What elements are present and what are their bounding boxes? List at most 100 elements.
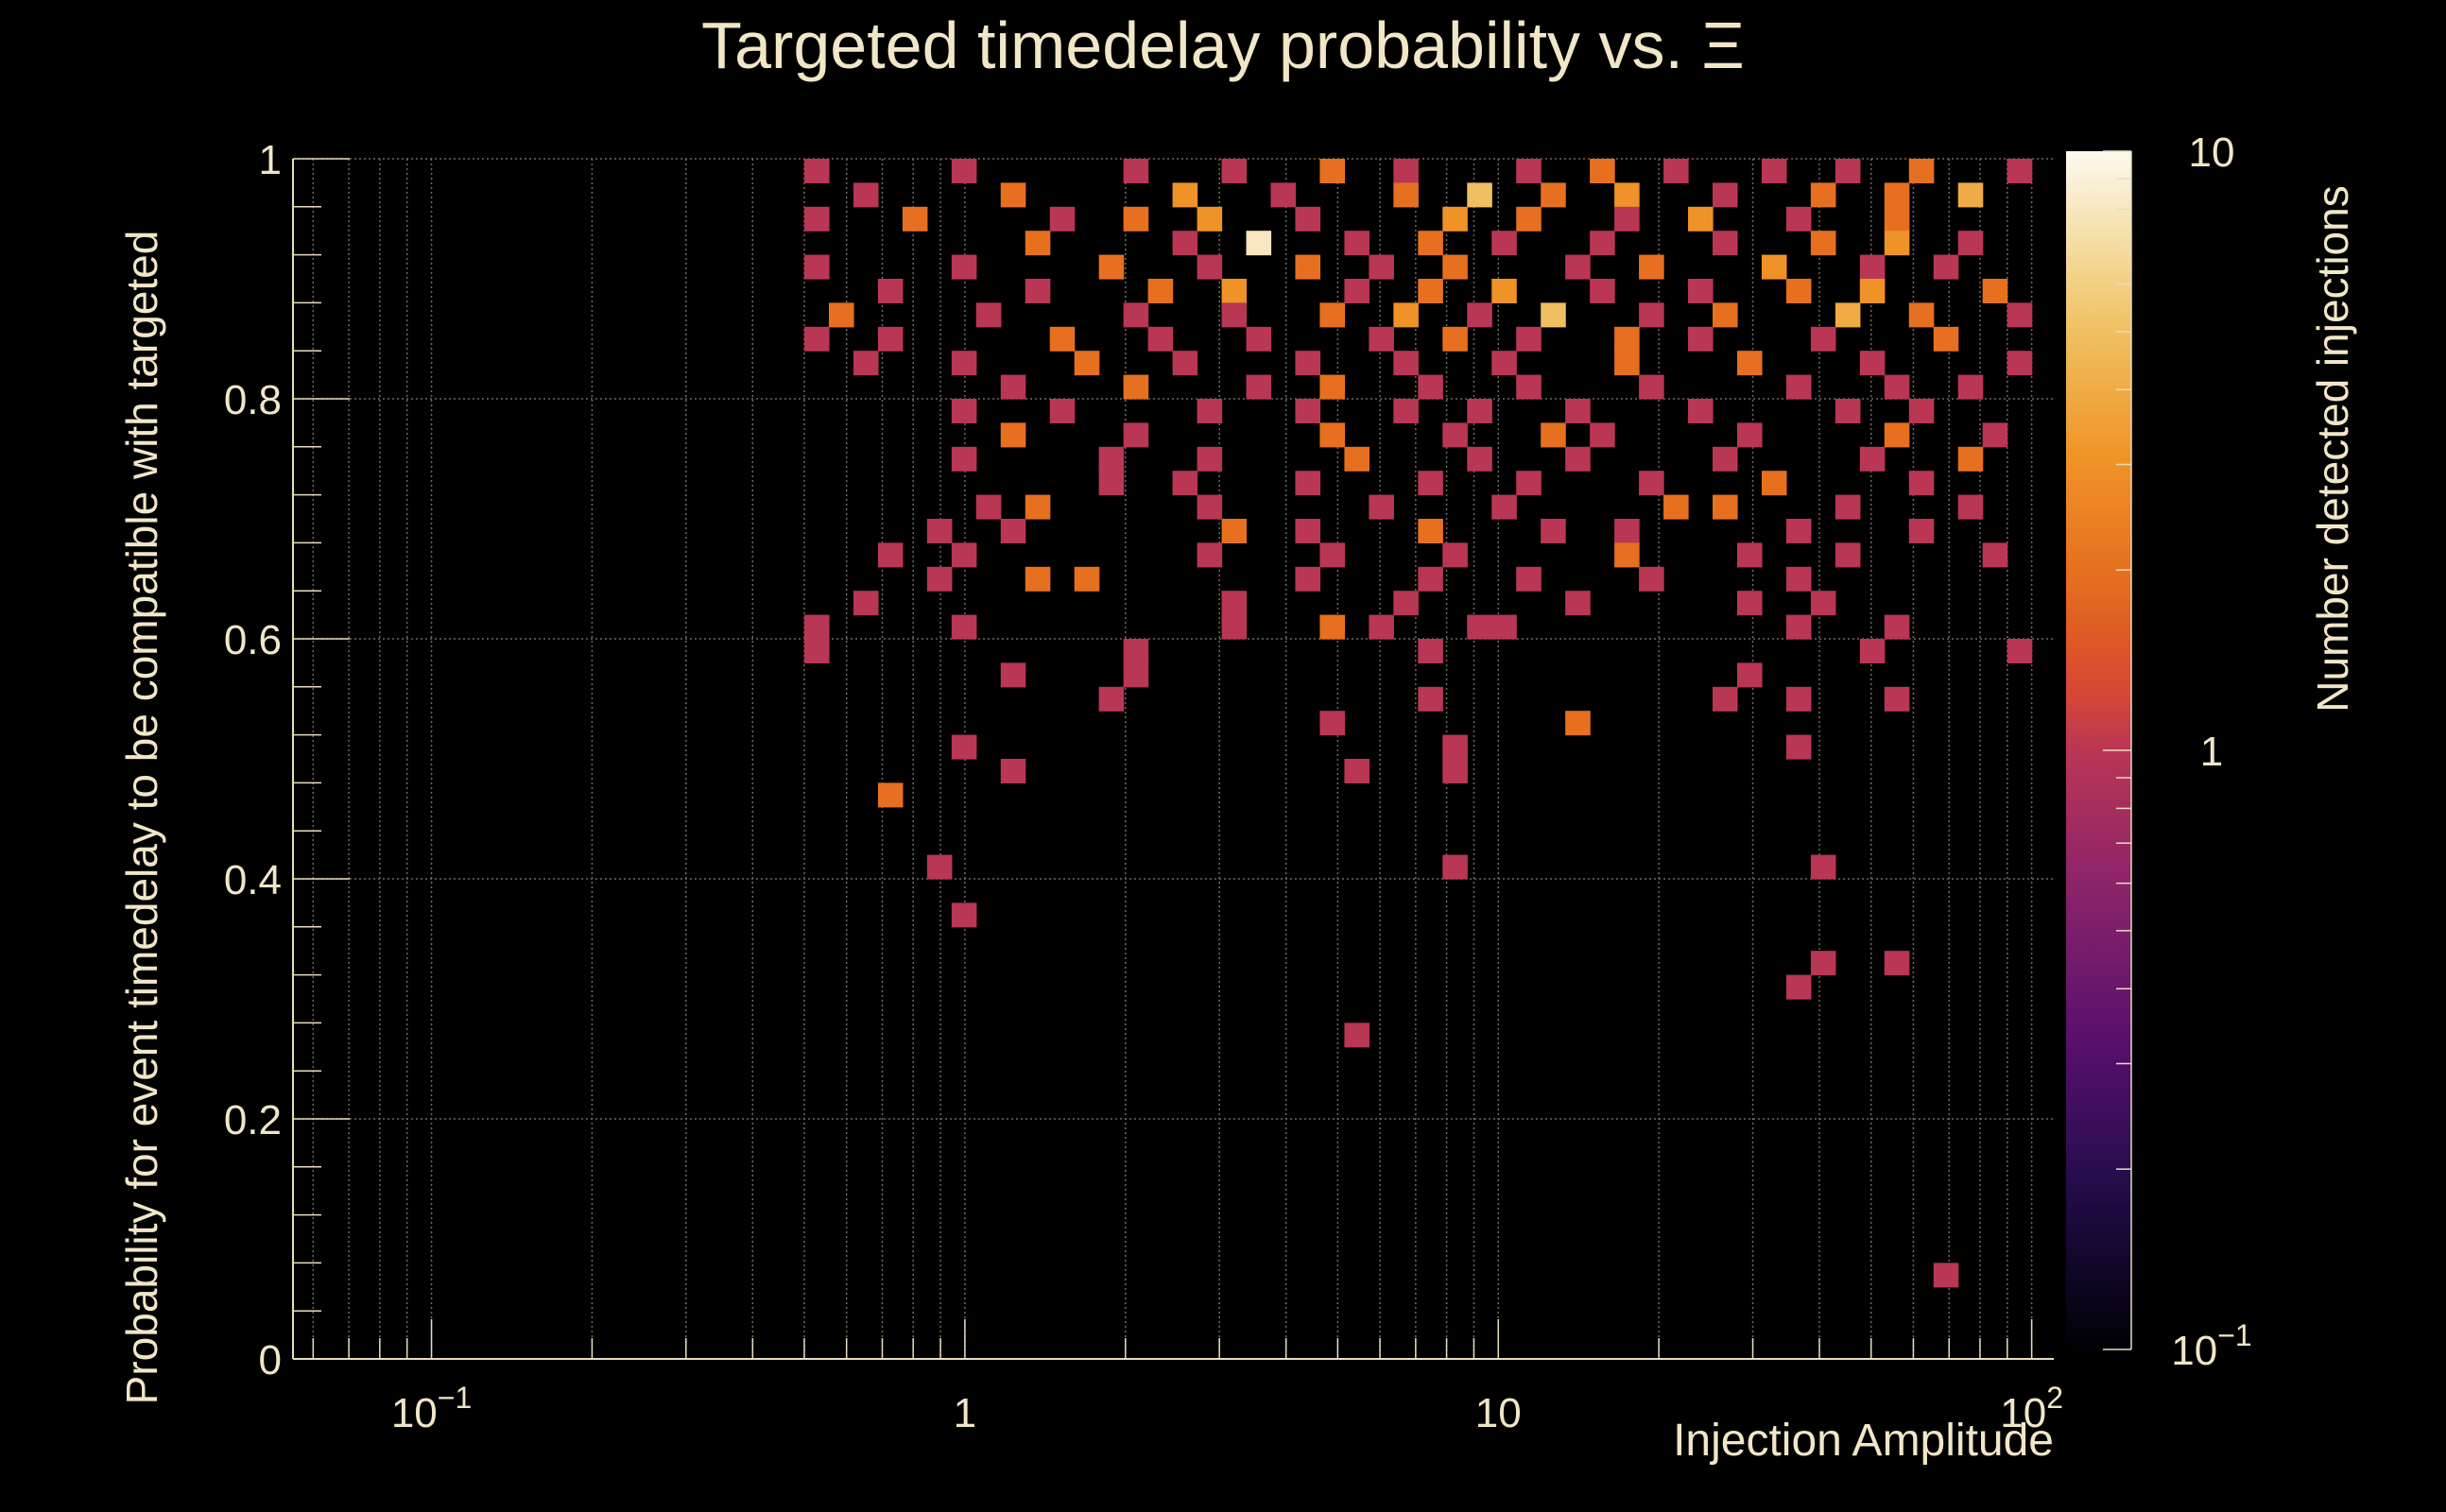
heatmap-cell — [828, 302, 854, 328]
heatmap-cell — [1541, 302, 1566, 328]
heatmap-cell — [1712, 231, 1738, 256]
heatmap-cell — [1442, 734, 1468, 760]
heatmap-cell — [1123, 662, 1149, 688]
heatmap-cell — [1393, 591, 1419, 616]
heatmap-cell — [1565, 399, 1591, 423]
heatmap-cell — [1221, 519, 1248, 543]
heatmap-cell — [1565, 711, 1591, 736]
heatmap-cell — [1000, 519, 1026, 543]
heatmap-cell — [951, 159, 977, 183]
heatmap-cell — [1147, 326, 1174, 352]
heatmap-cell — [1467, 399, 1492, 423]
heatmap-cell — [1123, 639, 1149, 663]
heatmap-cell — [1516, 326, 1542, 352]
heatmap-cell — [1785, 519, 1812, 543]
heatmap-cell — [1295, 351, 1321, 376]
heatmap-cell — [1393, 351, 1419, 376]
heatmap-cell — [1736, 542, 1763, 568]
heatmap-cell — [1491, 279, 1517, 303]
heatmap-cell — [1565, 254, 1591, 280]
heatmap-cell — [804, 206, 830, 232]
heatmap-cell — [1614, 206, 1640, 232]
heatmap-cell — [1859, 351, 1886, 376]
heatmap-cell — [1442, 254, 1468, 280]
heatmap-cell — [853, 351, 879, 376]
heatmap-cell — [1639, 374, 1664, 400]
heatmap-cell — [1884, 686, 1910, 712]
heatmap-cell — [1467, 302, 1492, 328]
heatmap-cell — [1049, 399, 1076, 423]
heatmap-cell — [1884, 374, 1910, 400]
heatmap-cell — [1418, 686, 1443, 712]
heatmap-cell — [804, 639, 830, 663]
heatmap-cell — [1197, 206, 1223, 232]
heatmap-cell — [975, 494, 1002, 520]
heatmap-cell — [2007, 639, 2033, 663]
heatmap-cell — [1884, 231, 1910, 256]
heatmap-cell — [926, 566, 953, 592]
heatmap-cell — [1810, 326, 1836, 352]
heatmap-cell — [1000, 182, 1026, 208]
heatmap-cell — [1957, 374, 1984, 400]
heatmap-cell — [1123, 374, 1149, 400]
heatmap-cell — [1295, 206, 1321, 232]
heatmap-cell — [951, 734, 977, 760]
heatmap-cell — [1785, 279, 1812, 303]
heatmap-cell — [1688, 326, 1714, 352]
heatmap-cell — [1000, 759, 1026, 783]
heatmap-cell — [804, 326, 830, 352]
heatmap-cell — [1516, 206, 1542, 232]
heatmap-cell — [926, 519, 953, 543]
heatmap-cell — [1147, 279, 1174, 303]
heatmap-cell — [1884, 206, 1910, 232]
heatmap-cell — [1565, 591, 1591, 616]
heatmap-cell — [1982, 422, 2008, 448]
colorbar-tick-label: 10−1 — [2171, 1318, 2251, 1374]
heatmap-cell — [1933, 326, 1959, 352]
heatmap-cell — [1369, 494, 1394, 520]
heatmap-cell — [1123, 422, 1149, 448]
y-axis-label: Probability for event timedelay to be co… — [117, 230, 166, 1405]
y-tick-label: 0.8 — [224, 377, 282, 423]
colorbar-tick-label: 1 — [2200, 729, 2223, 775]
heatmap-cell — [1957, 494, 1984, 520]
heatmap-cell — [1933, 1263, 1959, 1288]
heatmap-cell — [1442, 326, 1468, 352]
heatmap-cell — [1123, 206, 1149, 232]
heatmap-cell — [1614, 542, 1640, 568]
colorbar-tick-label: 10 — [2189, 129, 2235, 176]
heatmap-cell — [877, 542, 904, 568]
heatmap-cell — [804, 254, 830, 280]
heatmap-cell — [877, 326, 904, 352]
heatmap-cell — [1516, 374, 1542, 400]
y-tick-label: 0.4 — [224, 857, 282, 903]
x-tick-label: 10−1 — [391, 1381, 472, 1436]
heatmap-cell — [951, 351, 977, 376]
heatmap-cell — [1884, 182, 1910, 208]
heatmap-cell — [1442, 854, 1468, 880]
heatmap-cell — [1810, 951, 1836, 976]
heatmap-cell — [1516, 566, 1542, 592]
heatmap-cell — [1761, 159, 1787, 183]
heatmap-cell — [951, 614, 977, 640]
heatmap-cell — [1344, 231, 1369, 256]
heatmap-cell — [1393, 302, 1419, 328]
heatmap-cell — [1884, 422, 1910, 448]
heatmap-cell — [1197, 254, 1223, 280]
heatmap-cell — [1834, 494, 1861, 520]
heatmap-cell — [1418, 374, 1443, 400]
heatmap-cell — [1295, 399, 1321, 423]
heatmap-cell — [1418, 471, 1443, 496]
heatmap-cell — [1614, 519, 1640, 543]
heatmap-cell — [804, 159, 830, 183]
heatmap-cell — [1246, 231, 1272, 256]
colorbar: 10−1 1 10 — [2066, 129, 2252, 1374]
heatmap-cell — [1344, 759, 1369, 783]
heatmap-cell — [1319, 422, 1346, 448]
heatmap-cell — [853, 182, 879, 208]
heatmap-cell — [853, 591, 879, 616]
heatmap-cell — [951, 542, 977, 568]
heatmap-cell — [1712, 494, 1738, 520]
heatmap-cell — [1295, 471, 1321, 496]
heatmap-cell — [1172, 471, 1198, 496]
